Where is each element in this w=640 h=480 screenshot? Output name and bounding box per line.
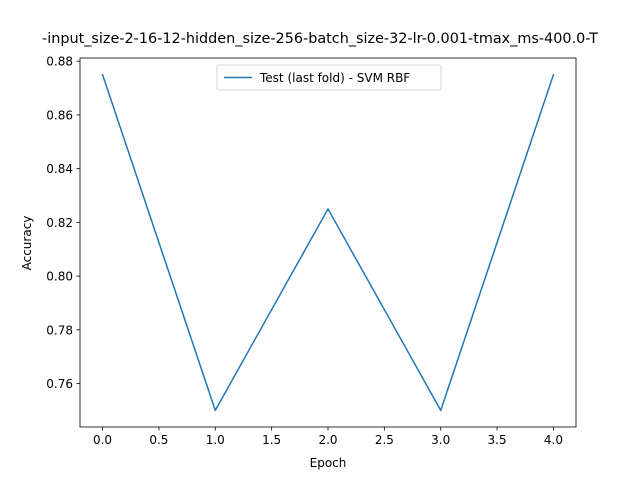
series-line [101, 73, 555, 412]
x-tick-label: 4.0 [544, 433, 563, 447]
legend-box [216, 64, 442, 91]
legend: Test (last fold) - SVM RBF [216, 64, 442, 91]
y-tick-label: 0.80 [46, 270, 73, 284]
series-group [101, 73, 555, 412]
y-tick-label: 0.84 [46, 162, 73, 176]
y-tick-label: 0.78 [46, 323, 73, 337]
y-tick-label: 0.86 [46, 108, 73, 122]
legend-label: Test (last fold) - SVM RBF [259, 71, 410, 85]
plot-area [80, 58, 576, 427]
x-tick-label: 0.0 [93, 433, 112, 447]
x-tick-label: 0.5 [149, 433, 168, 447]
y-tick-label: 0.88 [46, 55, 73, 69]
x-axis-ticks: 0.0 0.5 1.0 1.5 2.0 2.5 3.0 3.5 4.0 [93, 427, 563, 447]
y-axis-ticks: 0.76 0.78 0.80 0.82 0.84 0.86 0.88 [46, 55, 80, 391]
chart-title: -input_size-2-16-12-hidden_size-256-batc… [42, 31, 598, 47]
y-axis-label: Accuracy [20, 216, 34, 271]
y-tick-label: 0.82 [46, 216, 73, 230]
x-tick-label: 2.0 [318, 433, 337, 447]
y-tick-label: 0.76 [46, 377, 73, 391]
x-tick-label: 1.5 [262, 433, 281, 447]
x-tick-label: 2.5 [375, 433, 394, 447]
x-axis-label: Epoch [310, 456, 347, 470]
x-tick-label: 3.5 [488, 433, 507, 447]
axes-frame [79, 57, 577, 428]
x-tick-label: 1.0 [206, 433, 225, 447]
x-tick-label: 3.0 [431, 433, 450, 447]
